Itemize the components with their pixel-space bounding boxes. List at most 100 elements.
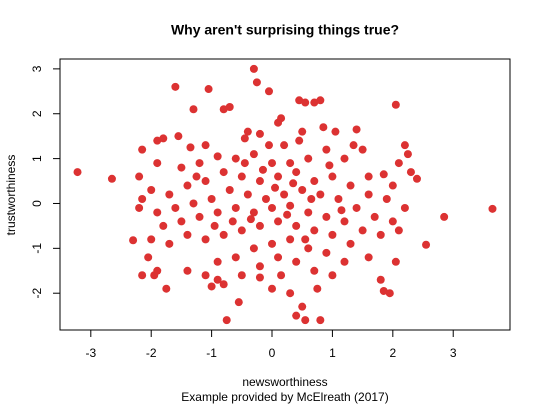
point <box>219 280 228 289</box>
point <box>183 230 192 239</box>
point <box>150 271 159 280</box>
point <box>322 248 331 257</box>
point <box>165 239 174 248</box>
point <box>298 127 307 136</box>
point <box>310 226 319 235</box>
point <box>295 136 304 145</box>
point <box>394 159 403 168</box>
x-tick-label: -3 <box>85 346 96 360</box>
point <box>298 302 307 311</box>
point <box>255 177 264 186</box>
point <box>346 181 355 190</box>
point <box>73 168 82 177</box>
plot-frame <box>59 58 511 331</box>
point <box>388 217 397 226</box>
point <box>243 127 252 136</box>
point <box>237 226 246 235</box>
point <box>349 141 358 150</box>
point <box>280 141 289 150</box>
point <box>138 194 147 203</box>
point <box>213 257 222 266</box>
point <box>422 240 431 249</box>
point <box>222 316 231 325</box>
y-axis-label: trustworthiness <box>4 155 18 236</box>
point <box>135 172 144 181</box>
point <box>346 239 355 248</box>
point <box>376 275 385 284</box>
point <box>292 257 301 266</box>
y-tick-label: 1 <box>30 155 44 162</box>
point <box>358 226 367 235</box>
point <box>171 203 180 212</box>
point <box>264 141 273 150</box>
point <box>228 217 237 226</box>
point <box>286 235 295 244</box>
point <box>394 226 403 235</box>
point <box>274 172 283 181</box>
point <box>243 190 252 199</box>
point <box>274 217 283 226</box>
point <box>440 212 449 221</box>
point <box>237 271 246 280</box>
point <box>249 244 258 253</box>
point <box>138 271 147 280</box>
point <box>225 186 234 195</box>
point <box>210 221 219 230</box>
point <box>331 127 340 136</box>
point <box>201 271 210 280</box>
point <box>246 215 255 224</box>
point <box>138 145 147 154</box>
point <box>162 284 171 293</box>
point <box>189 105 198 114</box>
point <box>322 212 331 221</box>
point <box>183 181 192 190</box>
point <box>225 103 234 112</box>
point <box>207 282 216 291</box>
point <box>316 96 325 105</box>
point <box>107 174 116 183</box>
point <box>292 168 301 177</box>
point <box>391 100 400 109</box>
point <box>195 159 204 168</box>
point <box>189 199 198 208</box>
y-tick-label: -2 <box>30 288 44 299</box>
point <box>147 235 156 244</box>
chart-title: Why aren't surprising things true? <box>171 22 399 38</box>
point <box>255 221 264 230</box>
point <box>295 96 304 105</box>
point <box>277 114 286 123</box>
point <box>153 136 162 145</box>
point <box>153 159 162 168</box>
point <box>376 230 385 239</box>
x-tick-label: 2 <box>389 346 396 360</box>
point <box>385 289 394 298</box>
point <box>298 186 307 195</box>
point <box>289 179 298 188</box>
point <box>207 194 216 203</box>
subtitle: Example provided by McElreath (2017) <box>181 390 388 404</box>
point <box>231 253 240 262</box>
point <box>316 316 325 325</box>
point <box>292 311 301 320</box>
point <box>319 123 328 132</box>
point <box>204 85 213 94</box>
point <box>304 208 313 217</box>
point <box>307 194 316 203</box>
point <box>183 266 192 275</box>
point <box>352 203 361 212</box>
point <box>261 194 270 203</box>
point <box>271 183 280 192</box>
point <box>153 208 162 217</box>
point <box>255 129 264 138</box>
point <box>340 154 349 163</box>
point <box>325 161 334 170</box>
y-tick-label: 3 <box>30 65 44 72</box>
point <box>403 150 412 159</box>
point <box>328 172 337 181</box>
point <box>135 203 144 212</box>
point <box>412 174 421 183</box>
point <box>144 253 153 262</box>
point <box>159 221 168 230</box>
point <box>488 204 497 213</box>
